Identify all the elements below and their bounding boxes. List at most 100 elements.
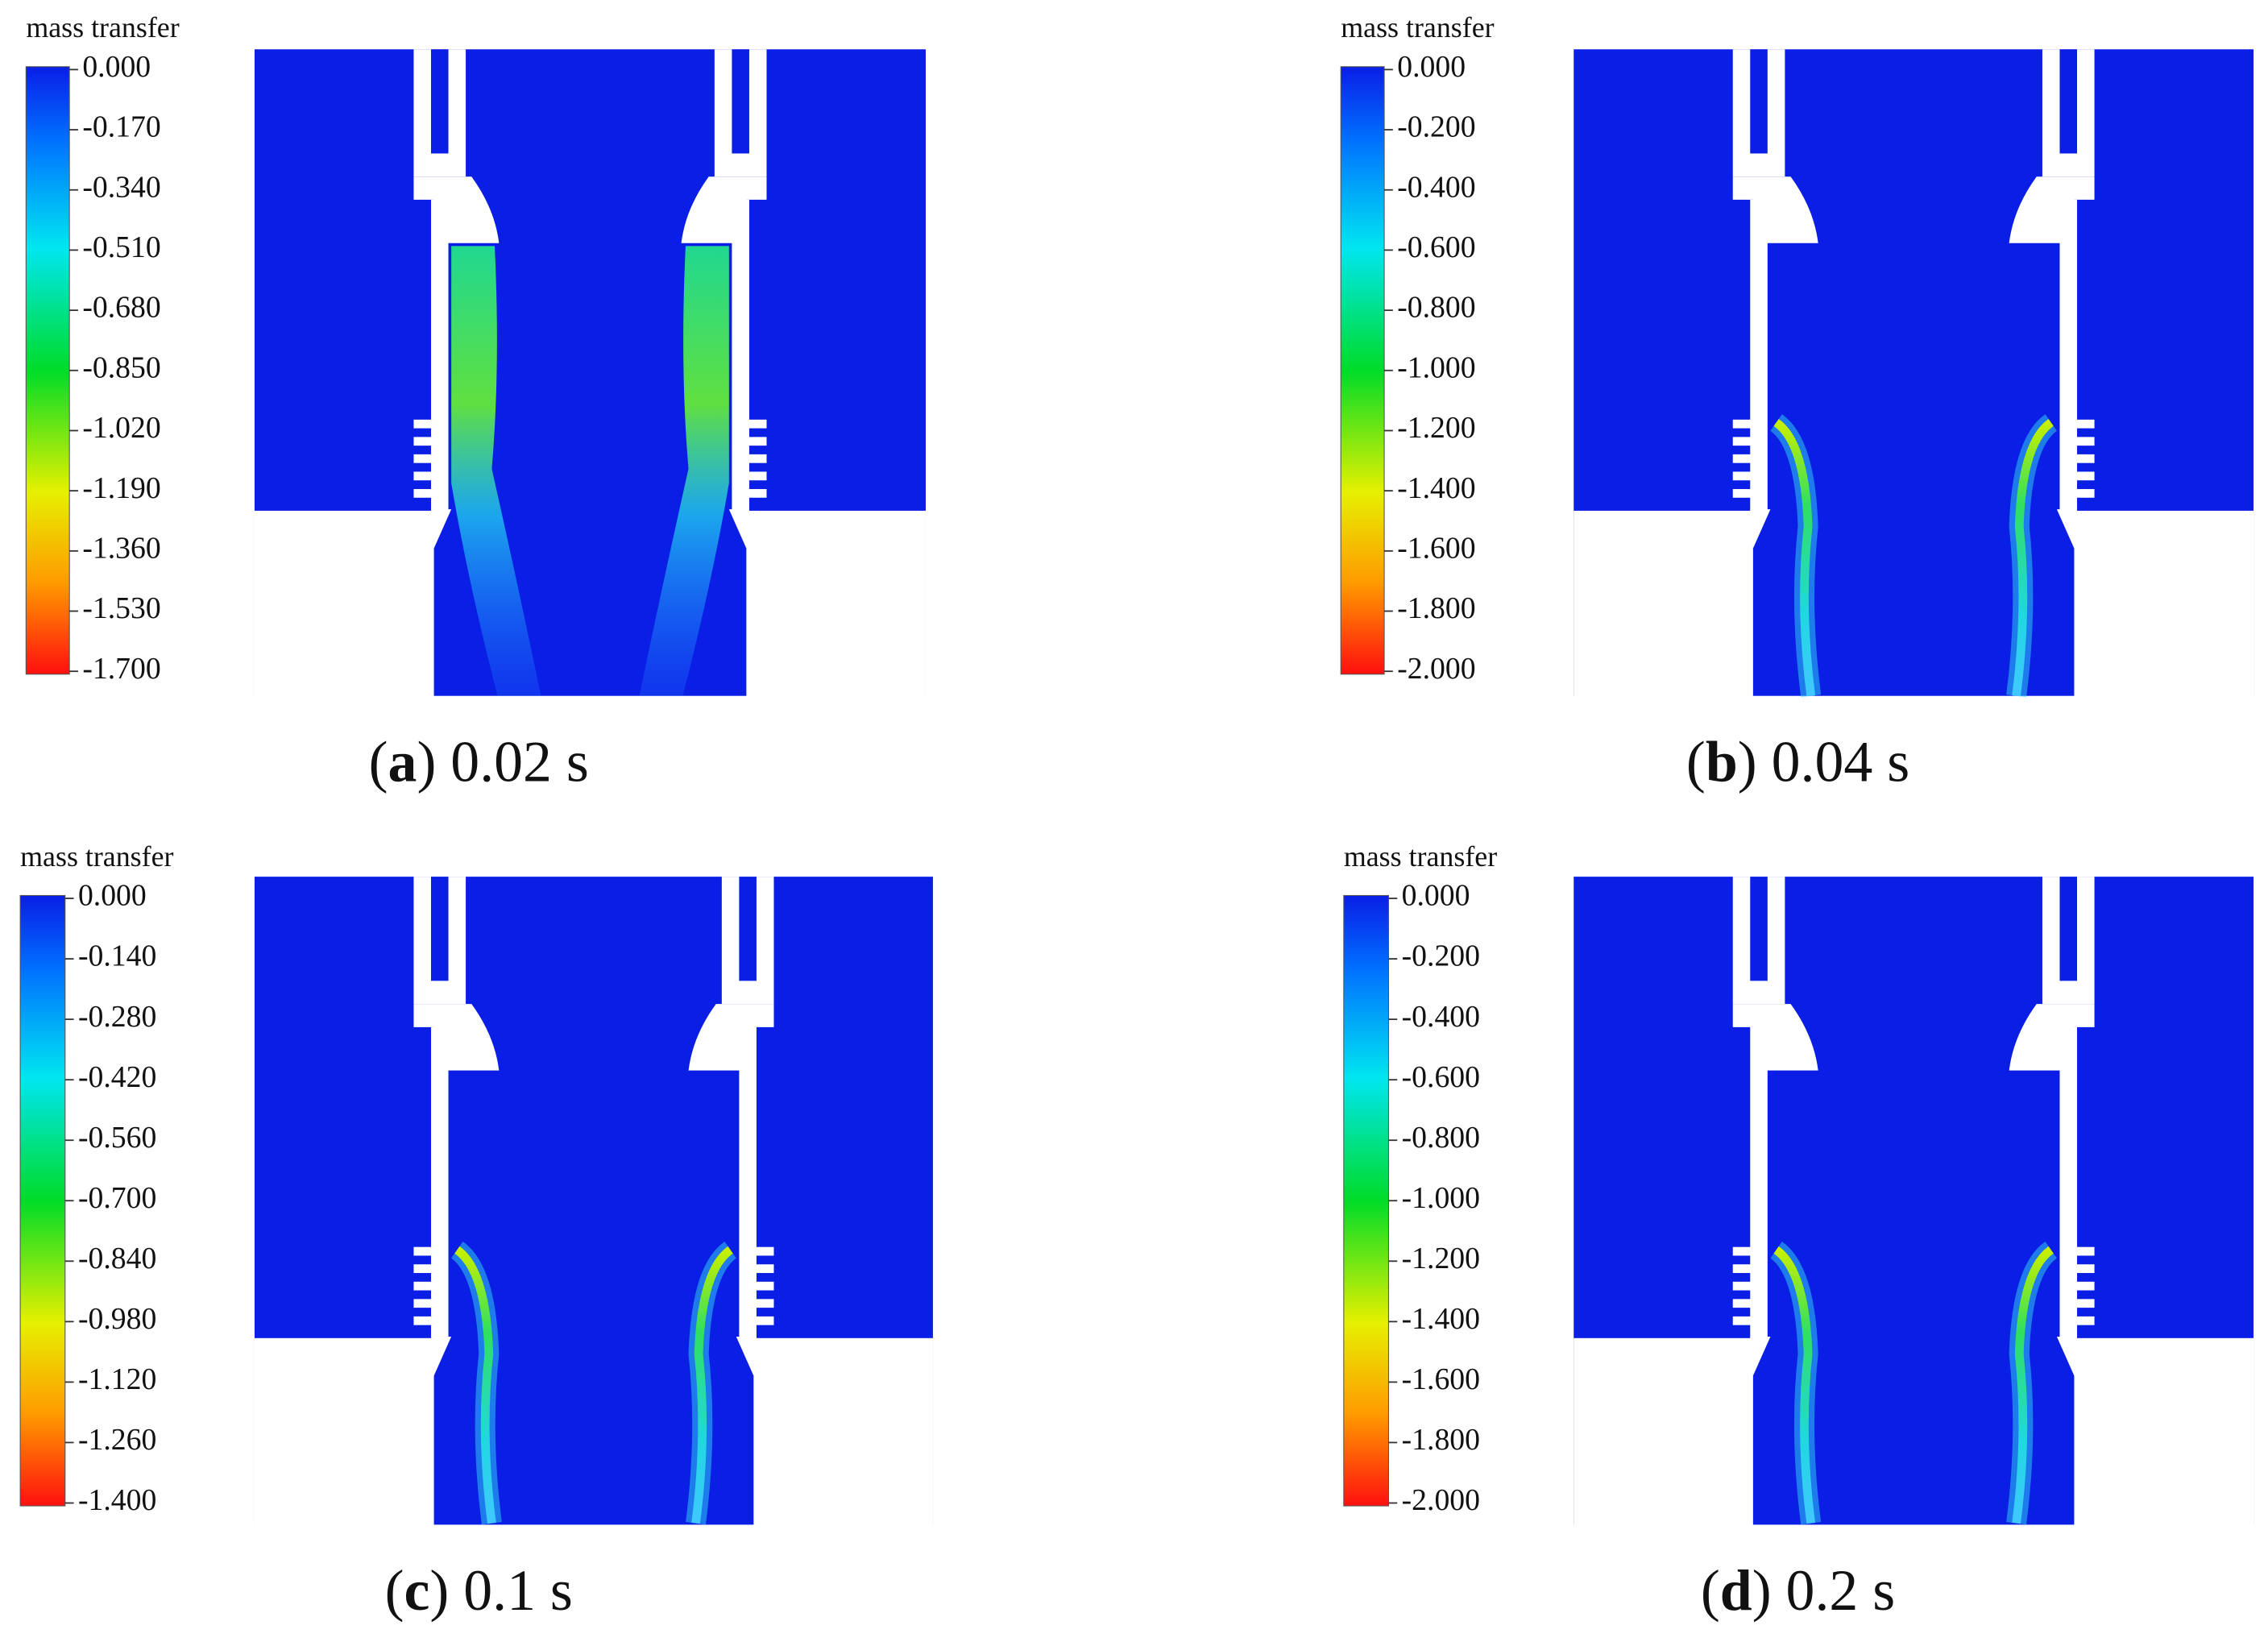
hole: [2074, 1316, 2095, 1325]
tick-label: -0.600: [1397, 230, 1475, 264]
hole: [413, 454, 434, 463]
tick-label: 0.000: [78, 879, 147, 913]
wall: [2059, 199, 2078, 512]
tick-label: -0.800: [1397, 291, 1475, 325]
hole: [2074, 471, 2095, 481]
hole: [1732, 488, 1753, 498]
plume: [639, 246, 729, 696]
half-right: [2006, 49, 2254, 699]
colorbar-title: mass transfer: [20, 840, 173, 873]
hole: [2074, 437, 2095, 446]
half-left: [1574, 49, 1822, 699]
caption-text: ) 0.04 s: [1738, 730, 1909, 794]
tick-label: -0.140: [78, 939, 156, 973]
tick-label: -0.600: [1402, 1060, 1480, 1094]
tick-label: -1.200: [1402, 1242, 1480, 1275]
hole: [413, 419, 434, 429]
hole: [746, 419, 767, 429]
half-right: [686, 877, 933, 1527]
chamfer: [430, 509, 452, 549]
caption: (a) 0.02 s: [369, 730, 589, 794]
hole: [2074, 1299, 2095, 1308]
caption: (b) 0.04 s: [1686, 730, 1909, 794]
hole: [413, 1299, 434, 1308]
caption-open: (: [1686, 730, 1706, 794]
chamfer: [728, 509, 749, 549]
hole: [1732, 437, 1753, 446]
half-right: [2006, 877, 2254, 1527]
colorbar: [1343, 894, 1390, 1507]
tick-label: -2.000: [1397, 652, 1475, 686]
colorbar: [25, 66, 70, 675]
tick-label: -0.200: [1397, 110, 1475, 144]
tick-label: -1.120: [78, 1362, 156, 1396]
hole: [753, 1264, 774, 1274]
wall: [739, 1026, 757, 1340]
chamfer: [2056, 1337, 2078, 1376]
hole: [753, 1316, 774, 1325]
plume: [451, 246, 541, 696]
hole: [1732, 471, 1753, 481]
colorbar: [19, 894, 66, 1507]
tick-label: -0.200: [1402, 939, 1480, 973]
tick-label: -1.200: [1397, 411, 1475, 445]
tick-label: -1.190: [82, 471, 160, 505]
prong: [732, 49, 749, 154]
colorbar: [1340, 66, 1385, 675]
hole: [746, 454, 767, 463]
tick-label: -1.000: [1397, 350, 1475, 384]
colorbar-title: mass transfer: [1341, 11, 1494, 44]
prong: [2059, 49, 2078, 154]
hole: [746, 471, 767, 481]
wall: [1750, 199, 1768, 512]
outlet-side: [753, 1337, 933, 1527]
wall: [732, 199, 749, 512]
prong: [1750, 49, 1768, 154]
caption-text: ) 0.2 s: [1752, 1559, 1896, 1623]
hole: [1732, 1246, 1753, 1256]
tick-label: -0.280: [78, 1000, 156, 1034]
caption-letter: a: [388, 730, 417, 794]
tick-label: -0.680: [82, 291, 160, 325]
chamfer: [2056, 509, 2078, 549]
caption-text: ) 0.1 s: [429, 1559, 573, 1623]
outlet-side: [254, 510, 434, 699]
hole: [753, 1299, 774, 1308]
tick-label: -0.980: [78, 1302, 156, 1336]
tick-label: -1.800: [1397, 591, 1475, 625]
hole: [1732, 419, 1753, 429]
chamfer: [1750, 509, 1771, 549]
prong: [430, 877, 449, 981]
tick-label: -0.510: [82, 230, 160, 264]
half-left: [254, 49, 541, 699]
wall: [430, 199, 449, 512]
colorbar-title: mass transfer: [1344, 840, 1497, 873]
plume: [1773, 1246, 1816, 1524]
hole: [413, 471, 434, 481]
colorbar-title: mass transfer: [26, 11, 179, 44]
tick-label: -1.360: [82, 531, 160, 565]
caption-letter: b: [1706, 730, 1738, 794]
hole: [746, 437, 767, 446]
plume: [1773, 418, 1816, 697]
caption: (c) 0.1 s: [385, 1559, 573, 1623]
hole: [2074, 1281, 2095, 1291]
tick-label: -0.170: [82, 110, 160, 144]
tick-label: -1.530: [82, 591, 160, 625]
tick-label: -0.400: [1402, 1000, 1480, 1034]
tick-label: -0.400: [1397, 170, 1475, 204]
tick-label: -1.800: [1402, 1423, 1480, 1457]
plume: [691, 1246, 733, 1524]
outlet-side: [1574, 510, 1753, 699]
hole: [753, 1281, 774, 1291]
hole: [413, 488, 434, 498]
hole: [2074, 419, 2095, 429]
tick-label: -1.700: [82, 652, 160, 686]
hole: [413, 1281, 434, 1291]
prong: [739, 877, 757, 981]
tick-label: -1.260: [78, 1423, 156, 1457]
caption-letter: c: [404, 1559, 430, 1623]
outlet-side: [2074, 1337, 2254, 1527]
